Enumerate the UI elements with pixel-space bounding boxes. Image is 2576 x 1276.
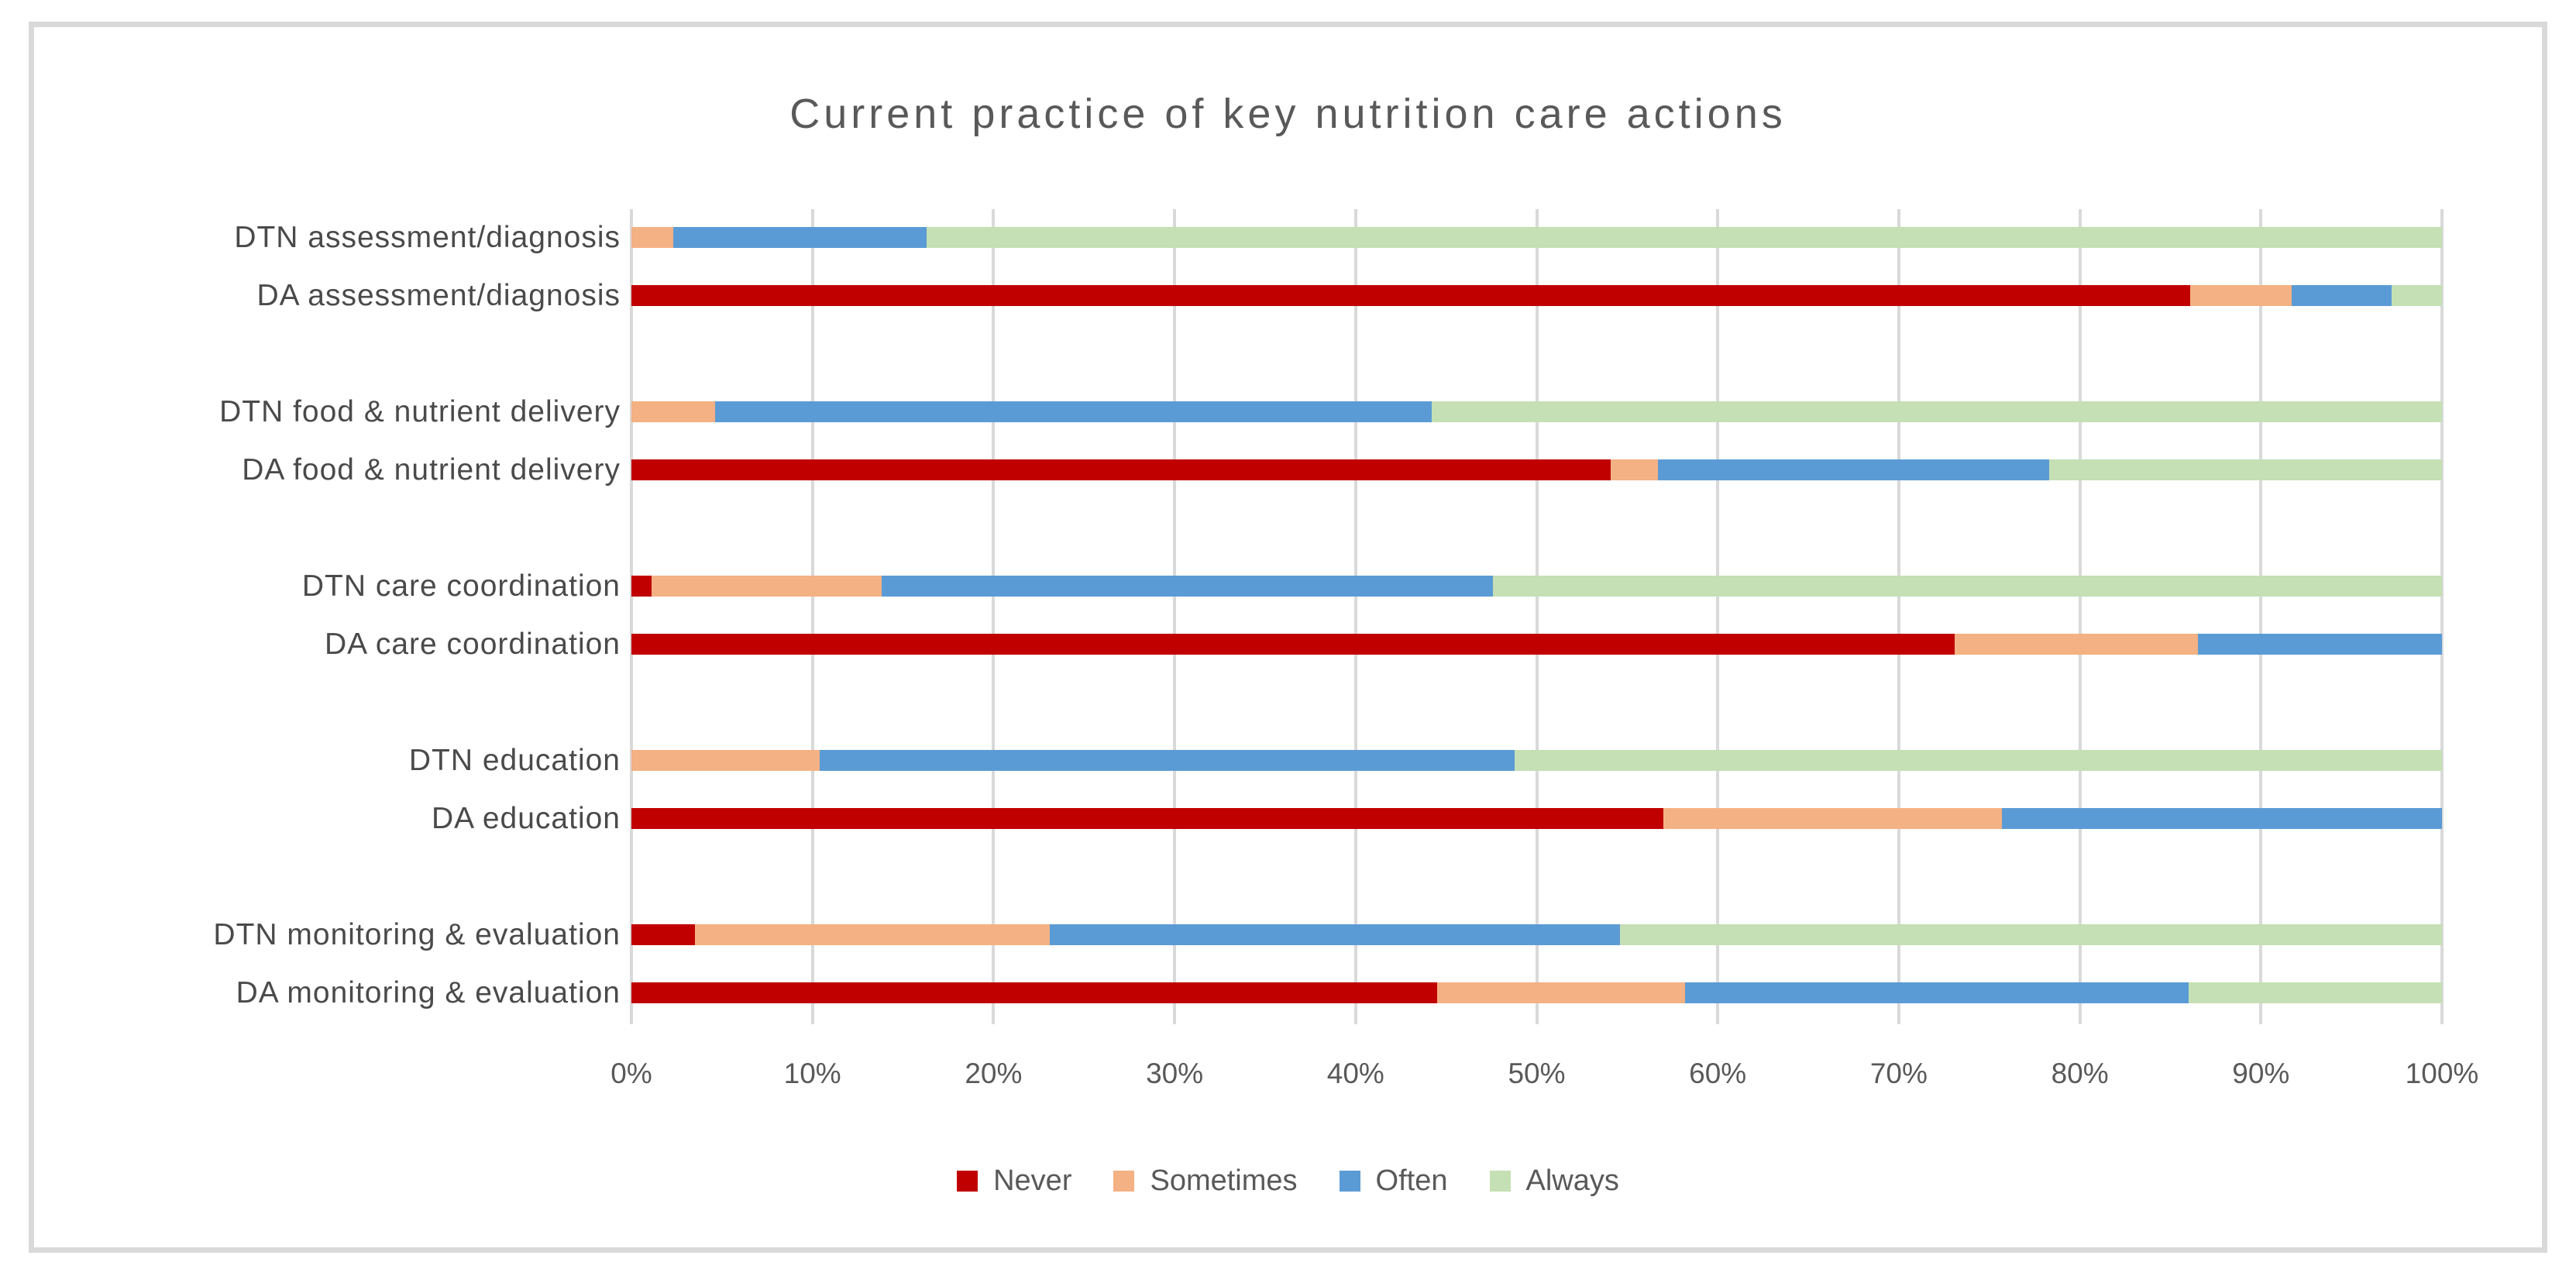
legend-item: Always	[1489, 1164, 1619, 1197]
category-label: DTN assessment/diagnosis	[234, 220, 621, 254]
bar-segment-never	[631, 459, 1611, 480]
bar-segment-always	[926, 227, 2442, 248]
category-label: DA food & nutrient delivery	[242, 452, 621, 487]
chart-frame: Current practice of key nutrition care a…	[29, 22, 2547, 1253]
bar-segment-sometimes	[631, 401, 715, 422]
bar-segment-often	[1658, 459, 2049, 480]
bars	[631, 209, 2442, 1024]
bar-segment-never	[631, 808, 1664, 829]
legend: Never Sometimes Often Always	[34, 1164, 2542, 1197]
bar-segment-often	[1685, 982, 2189, 1003]
x-tick-label: 10%	[783, 1058, 841, 1089]
bar-segment-often	[881, 576, 1494, 597]
x-tick-label: 70%	[1869, 1058, 1928, 1089]
legend-label: Often	[1375, 1164, 1448, 1197]
legend-marker-often	[1339, 1170, 1360, 1192]
bar-row	[631, 808, 2442, 829]
category-label: DTN monitoring & evaluation	[213, 917, 621, 951]
bar-segment-often	[672, 227, 927, 248]
x-tick-label: 30%	[1146, 1058, 1204, 1089]
bar-row	[631, 401, 2442, 422]
x-tick-label: 90%	[2232, 1058, 2290, 1089]
bar-segment-often	[1049, 924, 1620, 945]
bar-segment-always	[1515, 750, 2442, 771]
legend-item: Never	[957, 1164, 1071, 1197]
category-label: DA assessment/diagnosis	[256, 278, 621, 312]
bar-row	[631, 982, 2442, 1003]
bar-segment-never	[631, 285, 2191, 306]
bar-segment-always	[2391, 285, 2442, 306]
bar-segment-sometimes	[631, 227, 673, 248]
bar-segment-sometimes	[694, 924, 1050, 945]
bar-segment-often	[714, 401, 1432, 422]
bar-segment-often	[2002, 808, 2442, 829]
legend-label: Sometimes	[1150, 1164, 1298, 1197]
bar-row	[631, 285, 2442, 306]
category-label: DTN education	[408, 743, 621, 777]
bar-segment-sometimes	[1611, 459, 1659, 480]
bar-segment-sometimes	[1955, 634, 2198, 655]
bar-segment-always	[1619, 924, 2442, 945]
legend-label: Always	[1525, 1164, 1619, 1197]
bar-segment-always	[2048, 459, 2442, 480]
chart-title: Current practice of key nutrition care a…	[789, 91, 1787, 137]
legend-marker-never	[957, 1170, 978, 1192]
bar-segment-always	[1431, 401, 2442, 422]
legend-marker-always	[1489, 1170, 1511, 1192]
x-tick-label: 100%	[2405, 1058, 2479, 1089]
x-tick-label: 60%	[1689, 1058, 1747, 1089]
bar-segment-sometimes	[1436, 982, 1686, 1003]
bar-segment-often	[2197, 634, 2442, 655]
bar-segment-never	[631, 924, 695, 945]
legend-label: Never	[993, 1164, 1072, 1197]
bar-row	[631, 924, 2442, 945]
category-label: DA care coordination	[324, 627, 621, 661]
x-tick-label: 40%	[1326, 1058, 1384, 1089]
legend-item: Often	[1339, 1164, 1448, 1197]
bar-row	[631, 634, 2442, 655]
category-label: DA education	[431, 801, 621, 835]
bar-row	[631, 750, 2442, 771]
bar-row	[631, 459, 2442, 480]
bar-segment-never	[631, 982, 1437, 1003]
bar-segment-sometimes	[631, 750, 820, 771]
bar-segment-never	[631, 634, 1955, 655]
plot-area	[630, 209, 2444, 1024]
category-label: DTN food & nutrient delivery	[219, 394, 621, 428]
bar-segment-always	[1493, 576, 2442, 597]
bar-segment-sometimes	[651, 576, 882, 597]
category-label: DA monitoring & evaluation	[236, 975, 621, 1009]
bar-segment-never	[631, 576, 652, 597]
bar-segment-often	[820, 750, 1515, 771]
bar-segment-sometimes	[2190, 285, 2292, 306]
bar-segment-always	[2188, 982, 2442, 1003]
legend-item: Sometimes	[1113, 1164, 1298, 1197]
bar-row	[631, 227, 2442, 248]
legend-marker-sometimes	[1113, 1170, 1135, 1192]
x-tick-label: 80%	[2051, 1058, 2109, 1089]
bar-segment-sometimes	[1663, 808, 2003, 829]
x-tick-label: 50%	[1508, 1058, 1566, 1089]
x-tick-label: 20%	[965, 1058, 1023, 1089]
x-tick-label: 0%	[610, 1058, 652, 1089]
category-label: DTN care coordination	[301, 569, 621, 603]
bar-segment-often	[2292, 285, 2392, 306]
bar-row	[631, 576, 2442, 597]
